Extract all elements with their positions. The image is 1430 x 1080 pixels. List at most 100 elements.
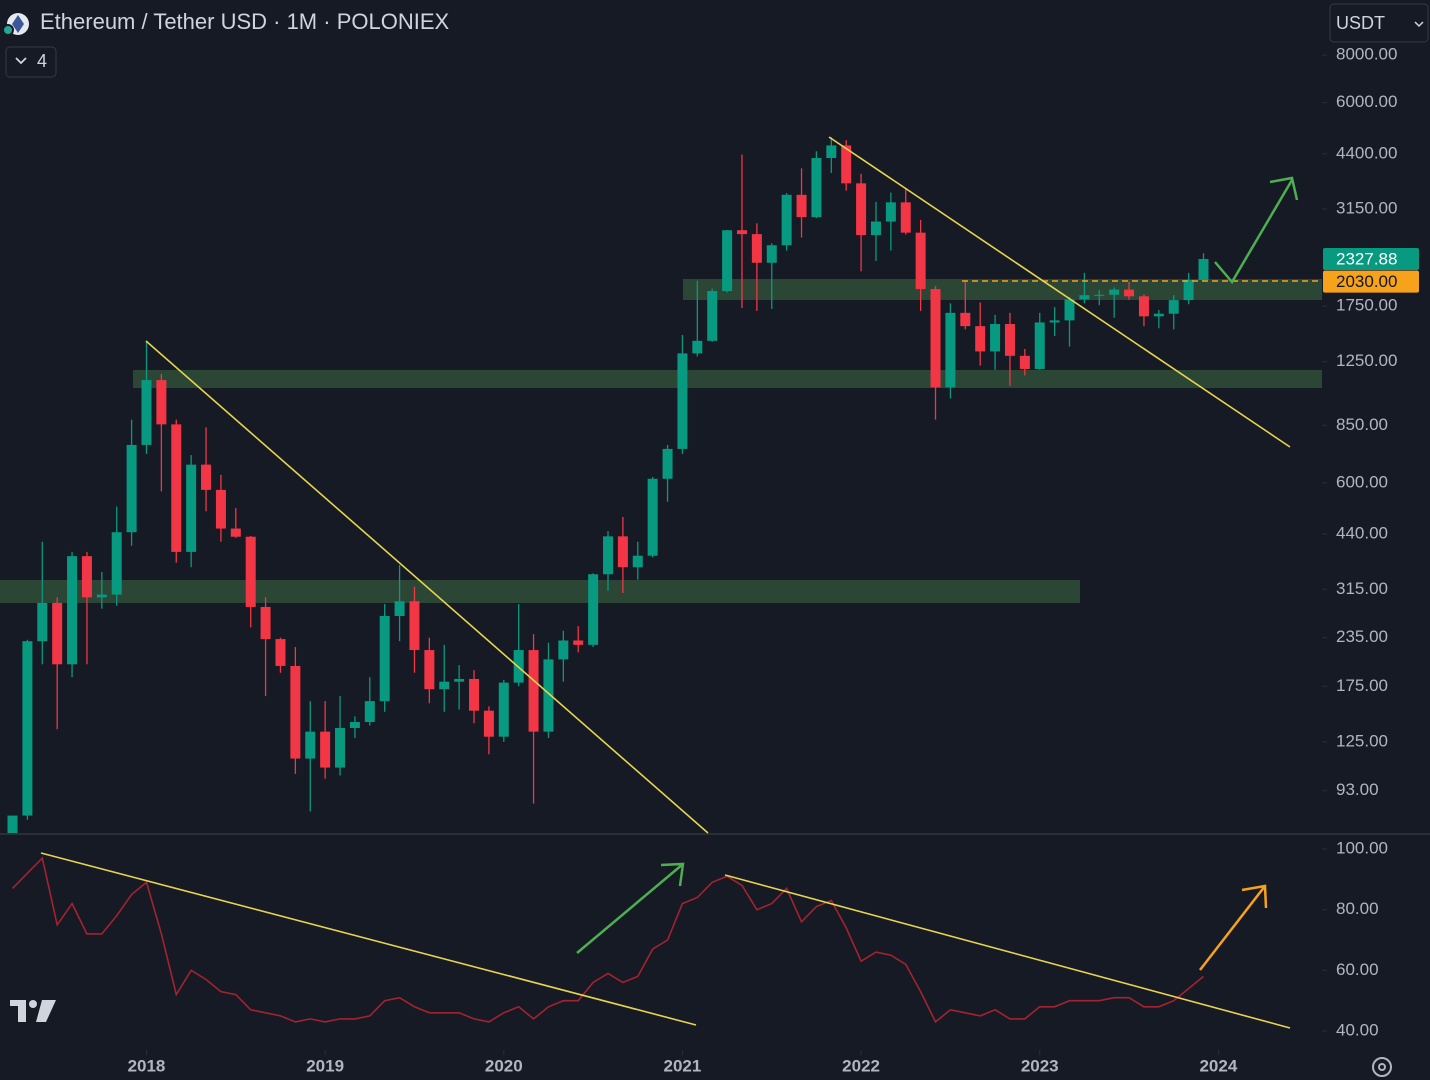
candle-body bbox=[67, 556, 78, 665]
candle-body bbox=[111, 532, 122, 595]
candle-body bbox=[766, 245, 777, 263]
candle-body bbox=[186, 464, 197, 552]
trendline bbox=[724, 874, 1291, 1029]
candle-body bbox=[320, 731, 331, 768]
candle-body bbox=[975, 326, 986, 352]
candle-body bbox=[439, 681, 450, 690]
candle-body bbox=[201, 464, 212, 490]
candle-body bbox=[915, 232, 926, 290]
support-zone bbox=[683, 279, 1322, 300]
candle-body bbox=[1094, 294, 1105, 296]
candle-body bbox=[811, 158, 822, 218]
x-tick-label: 2019 bbox=[306, 1056, 344, 1075]
candle-body bbox=[588, 574, 599, 645]
candle-body bbox=[1168, 300, 1179, 314]
logo-part bbox=[36, 1000, 56, 1022]
candle-body bbox=[826, 145, 837, 159]
candle-body bbox=[856, 183, 867, 236]
x-tick-label: 2021 bbox=[664, 1056, 702, 1075]
candle-body bbox=[349, 722, 360, 728]
candle-body bbox=[990, 324, 1001, 352]
candle-body bbox=[796, 194, 807, 218]
candle-body bbox=[885, 202, 896, 222]
x-tick-label: 2024 bbox=[1199, 1056, 1237, 1075]
x-tick-label: 2022 bbox=[842, 1056, 880, 1075]
candle-body bbox=[647, 478, 658, 556]
candle-body bbox=[558, 640, 569, 660]
candle-body bbox=[736, 230, 747, 235]
candle-body bbox=[126, 444, 137, 533]
y-tick-label: 3150.00 bbox=[1336, 199, 1397, 218]
candle-body bbox=[364, 701, 375, 723]
rsi-tick-label: 80.00 bbox=[1336, 899, 1379, 918]
candle-body bbox=[141, 380, 152, 445]
candle-body bbox=[960, 312, 971, 327]
currency-label: USDT bbox=[1336, 13, 1385, 33]
candle-body bbox=[751, 234, 762, 263]
candle-body bbox=[1079, 295, 1090, 300]
candle-body bbox=[305, 731, 316, 759]
symbol-logo-badge bbox=[2, 24, 14, 36]
candle-body bbox=[1109, 289, 1120, 295]
x-tick-label: 2023 bbox=[1021, 1056, 1059, 1075]
header: Ethereum / Tether USD · 1M · POLONIEX 4 … bbox=[2, 3, 1429, 1077]
drawings bbox=[40, 136, 1322, 1029]
indicator-count: 4 bbox=[37, 51, 47, 71]
rsi-pane bbox=[11, 856, 1205, 1024]
candle-body bbox=[945, 312, 956, 388]
candle-body bbox=[394, 601, 405, 616]
candle-body bbox=[900, 202, 911, 233]
candle-body bbox=[469, 678, 480, 711]
price-pane bbox=[7, 137, 1209, 833]
rsi-line bbox=[11, 856, 1205, 1024]
y-tick-label: 8000.00 bbox=[1336, 45, 1397, 64]
rsi-tick-label: 60.00 bbox=[1336, 960, 1379, 979]
y-tick-label: 850.00 bbox=[1336, 415, 1388, 434]
candle-body bbox=[37, 602, 48, 642]
candle-body bbox=[335, 727, 346, 768]
settings-icon[interactable] bbox=[1372, 1057, 1392, 1077]
candle-body bbox=[930, 289, 941, 388]
x-tick-label: 2018 bbox=[128, 1056, 166, 1075]
candle-body bbox=[841, 145, 852, 184]
indicator-toggle[interactable] bbox=[5, 46, 57, 78]
candle-body bbox=[1004, 324, 1015, 356]
candle-body bbox=[722, 230, 733, 292]
candle-body bbox=[573, 640, 584, 645]
candle-body bbox=[677, 353, 688, 449]
candle-body bbox=[275, 639, 286, 666]
candle-body bbox=[245, 536, 256, 607]
candle-body bbox=[424, 650, 435, 690]
tradingview-logo bbox=[10, 1000, 56, 1022]
trendline bbox=[40, 852, 697, 1026]
symbol-logo-mark bbox=[12, 15, 24, 33]
candle-body bbox=[1019, 355, 1030, 369]
support-zone bbox=[133, 370, 1322, 388]
candle-body bbox=[870, 221, 881, 236]
candle-body bbox=[81, 556, 92, 598]
price-label-box bbox=[1323, 270, 1419, 293]
candle-body bbox=[1183, 279, 1194, 301]
y-tick-label: 1250.00 bbox=[1336, 351, 1397, 370]
trendline bbox=[828, 136, 1291, 448]
candle-body bbox=[290, 665, 301, 759]
candle-body bbox=[409, 601, 420, 651]
arrow bbox=[1214, 179, 1294, 285]
price-label: 2327.88 bbox=[1336, 249, 1397, 268]
candle-body bbox=[1034, 322, 1045, 369]
candle-body bbox=[156, 380, 167, 425]
candle-body bbox=[1153, 313, 1164, 317]
candle-body bbox=[543, 659, 554, 732]
y-tick-label: 93.00 bbox=[1336, 780, 1379, 799]
chevron bbox=[1414, 21, 1424, 28]
candle-body bbox=[1049, 320, 1060, 323]
arrow bbox=[576, 863, 684, 954]
candle-body bbox=[215, 489, 226, 529]
currency-select[interactable] bbox=[1329, 3, 1429, 43]
candle-body bbox=[617, 536, 628, 568]
arrow-head bbox=[1269, 176, 1299, 201]
candle-body bbox=[260, 606, 271, 640]
support-zone bbox=[0, 580, 1080, 603]
